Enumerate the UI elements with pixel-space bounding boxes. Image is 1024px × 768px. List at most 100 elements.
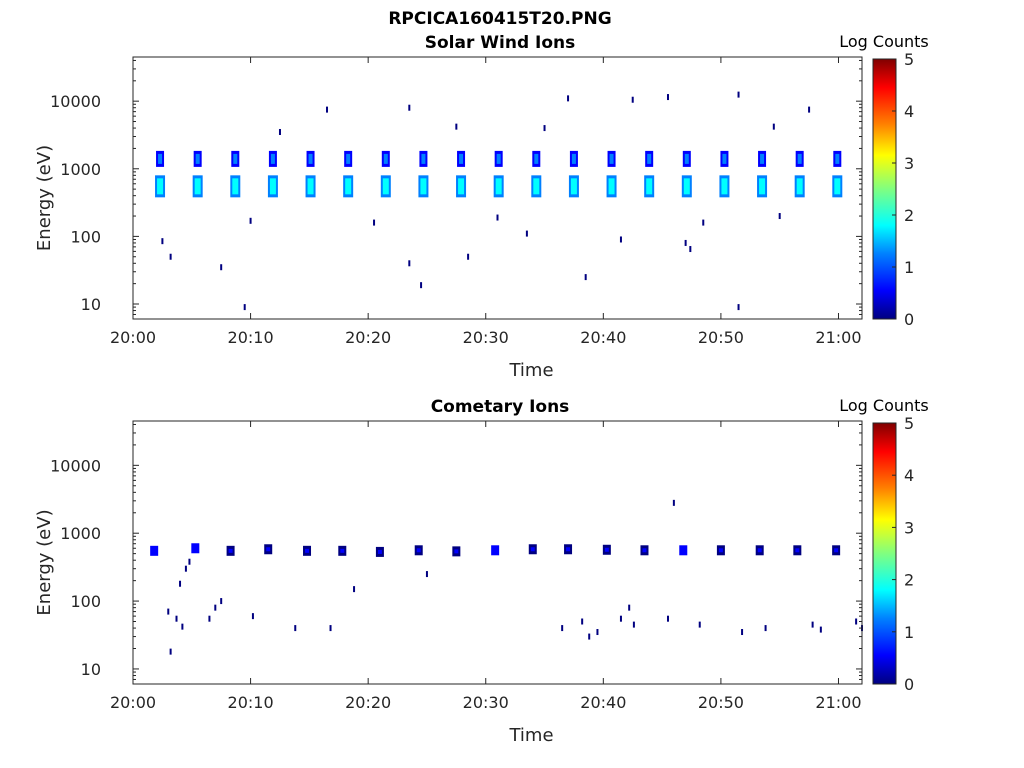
heatmap-cluster [531, 175, 542, 198]
heatmap-marks [155, 91, 843, 311]
heatmap-cluster [231, 150, 240, 167]
scatter-point [353, 586, 356, 593]
x-tick-label: 20:30 [463, 693, 509, 712]
colorbar-tick-label: 3 [904, 154, 914, 173]
scatter-point [689, 246, 692, 253]
heatmap-cluster [528, 544, 537, 555]
scatter-point [425, 571, 428, 578]
scatter-point [772, 123, 775, 130]
figure-title: RPCICA160415T20.PNG [388, 9, 611, 29]
heatmap-cluster [755, 545, 764, 556]
colorbar-tick-label: 2 [904, 571, 914, 590]
colorbar-tick-label: 0 [904, 310, 914, 329]
scatter-point [698, 621, 701, 628]
heatmap-cluster [414, 545, 423, 556]
colorbar: Log Counts 0 1 2 3 4 5 [839, 32, 929, 329]
colorbar-tick-label: 1 [904, 623, 914, 642]
scatter-point [179, 580, 182, 587]
scatter-point [249, 217, 252, 224]
heatmap-cluster [303, 545, 312, 556]
heatmap-cluster [306, 150, 315, 167]
heatmap-cluster [226, 545, 235, 556]
scatter-point [161, 238, 164, 245]
scatter-point [596, 629, 599, 636]
y-axis-label: Energy (eV) [34, 145, 55, 251]
heatmap-cluster [338, 545, 347, 556]
scatter-point [737, 91, 740, 98]
scatter-point [684, 239, 687, 246]
heatmap-cluster [230, 175, 241, 198]
heatmap-cluster [452, 546, 461, 557]
heatmap-cluster [343, 175, 354, 198]
x-tick-label: 20:20 [345, 328, 391, 347]
scatter-point [855, 618, 858, 625]
x-axis-label: Time [508, 360, 553, 381]
scatter-point [584, 274, 587, 281]
scatter-point [214, 604, 217, 611]
heatmap-cluster [381, 150, 390, 167]
scatter-point [169, 648, 172, 655]
scatter-point [666, 94, 669, 101]
y-tick-label: 10 [81, 295, 101, 314]
scatter-point [294, 625, 297, 632]
scatter-point [561, 625, 564, 632]
scatter-point [631, 96, 634, 103]
scatter-point [220, 598, 223, 605]
colorbar-tick-label: 5 [904, 50, 914, 69]
heatmap-cluster [419, 150, 428, 167]
scatter-point [408, 260, 411, 267]
heatmap-cluster [602, 544, 611, 555]
colorbar-tick-label: 4 [904, 102, 914, 121]
scatter-point [525, 230, 528, 237]
scatter-point [543, 125, 546, 132]
heatmap-cluster [305, 175, 316, 198]
scatter-point [169, 253, 172, 260]
heatmap-cluster [607, 150, 616, 167]
heatmap-cluster [795, 150, 804, 167]
heatmap-cluster [267, 175, 278, 198]
heatmap-cluster [833, 150, 842, 167]
y-tick-label: 100 [70, 227, 101, 246]
colorbar: Log Counts 0 1 2 3 4 5 [839, 396, 929, 694]
scatter-point [326, 106, 329, 113]
scatter-point [278, 128, 281, 135]
heatmap-cluster [757, 175, 768, 198]
scatter-point [467, 253, 470, 260]
x-axis-label: Time [508, 725, 553, 746]
scatter-point [220, 264, 223, 271]
heatmap-marks [150, 499, 863, 655]
heatmap-cluster [493, 175, 504, 198]
scatter-point [408, 104, 411, 111]
y-axis-ticks: 10 100 1000 10000 [50, 59, 862, 320]
heatmap-cluster [682, 150, 691, 167]
cometary-ions-panel: Cometary Ions 20:00 20:10 20:20 20:30 20:40 2… [34, 396, 929, 746]
x-tick-label: 20:30 [463, 328, 509, 347]
scatter-point [420, 282, 423, 289]
heatmap-cluster [418, 175, 429, 198]
x-tick-label: 20:20 [345, 693, 391, 712]
scatter-point [208, 615, 211, 622]
heatmap-cluster [832, 545, 841, 556]
heatmap-cluster [793, 545, 802, 556]
heatmap-cluster [568, 175, 579, 198]
scatter-point [588, 633, 591, 640]
scatter-point [741, 629, 744, 636]
colorbar-tick-label: 5 [904, 414, 914, 433]
colorbar-label: Log Counts [839, 32, 929, 51]
x-tick-label: 20:00 [110, 693, 156, 712]
scatter-point [666, 615, 669, 622]
heatmap-cluster [457, 150, 466, 167]
panel-title: Solar Wind Ions [425, 33, 576, 53]
x-tick-label: 21:00 [815, 693, 861, 712]
heatmap-cluster [716, 545, 725, 556]
heatmap-cluster [645, 150, 654, 167]
x-tick-label: 20:50 [698, 328, 744, 347]
heatmap-cluster [156, 150, 165, 167]
x-axis-ticks: 20:00 20:10 20:20 20:30 20:40 20:50 21:00 [110, 57, 862, 347]
x-tick-label: 21:00 [815, 328, 861, 347]
y-tick-label: 100 [70, 592, 101, 611]
scatter-point [737, 304, 740, 311]
scatter-point [167, 608, 170, 615]
heatmap-cluster [720, 150, 729, 167]
